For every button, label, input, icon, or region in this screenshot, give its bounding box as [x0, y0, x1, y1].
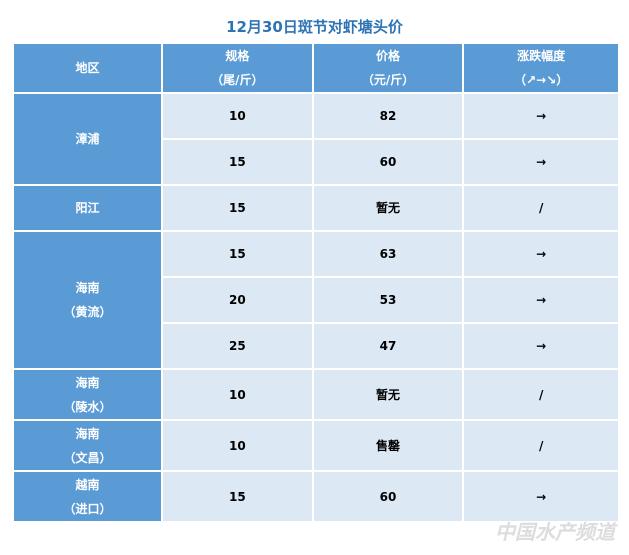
region-cell: 越南 （进口）	[12, 470, 163, 523]
data-cell: 20	[161, 276, 314, 324]
table-row: 25 47 →	[13, 322, 620, 370]
cell-line: （↗→↘）	[514, 73, 569, 87]
header-row: 地区 规格 （尾/斤） 价格 （元/斤） 涨跌幅度 （↗→↘）	[12, 42, 620, 94]
cell-line: （黄流）	[63, 305, 112, 319]
data-cell: 82	[311, 92, 465, 140]
data-cell: 暂无	[311, 184, 465, 232]
cell-line: 阳江	[75, 201, 100, 215]
data-cell: 10	[161, 92, 314, 140]
table-row: 阳江 15 暂无 /	[12, 184, 620, 232]
table-row: 20 53 →	[13, 276, 620, 324]
data-cell: 47	[311, 322, 465, 370]
data-cell: 60	[311, 138, 465, 186]
table-row: 漳浦 10 82 →	[12, 92, 620, 186]
data-cell: 15	[161, 138, 314, 186]
cell-line: （元/斤）	[361, 73, 415, 87]
data-cell: /	[462, 368, 620, 421]
region-cell: 海南 （黄流）	[12, 230, 163, 370]
cell-line: （陵水）	[63, 399, 112, 414]
header-cell: 规格 （尾/斤）	[161, 42, 314, 94]
cell-line: （进口）	[63, 501, 112, 516]
data-cell: →	[462, 322, 620, 370]
cell-line: 海南	[75, 426, 100, 441]
cell-line: 规格	[225, 49, 250, 63]
data-cell: →	[462, 138, 620, 186]
data-cell: 10	[161, 368, 314, 421]
data-cell: 15	[161, 470, 314, 523]
table-row: 海南 （黄流） 15 63 →	[12, 230, 620, 370]
cell-line: （尾/斤）	[211, 73, 264, 87]
header-cell: 涨跌幅度 （↗→↘）	[462, 42, 620, 94]
cell-line: 海南	[75, 281, 100, 295]
cell-line: 漳浦	[75, 132, 100, 146]
cell-line: 越南	[75, 477, 100, 492]
data-cell: 15	[161, 230, 314, 278]
region-cell: 漳浦	[12, 92, 163, 186]
cell-line: 价格	[376, 49, 401, 63]
data-cell: →	[462, 92, 620, 140]
data-cell: /	[462, 419, 620, 472]
price-table: 地区 规格 （尾/斤） 价格 （元/斤） 涨跌幅度 （↗→↘） 漳浦 10 82 → 15 60 → 阳江 1…	[12, 42, 620, 523]
data-cell: 53	[311, 276, 465, 324]
data-cell: 10	[161, 419, 314, 472]
data-cell: /	[462, 184, 620, 232]
data-cell: 暂无	[311, 368, 465, 421]
table-row: 海南 （陵水） 10 暂无 /	[12, 368, 620, 421]
data-cell: →	[462, 230, 620, 278]
cell-line: （文昌）	[63, 450, 112, 465]
header-cell: 价格 （元/斤）	[311, 42, 465, 94]
watermark: 中国水产频道	[495, 520, 615, 544]
table-row: 15 60 →	[13, 138, 620, 186]
data-cell: →	[462, 470, 620, 523]
data-cell: 15	[161, 184, 314, 232]
title: 12月30日斑节对虾塘头价	[226, 18, 403, 36]
table-row: 越南 （进口） 15 60 →	[12, 470, 620, 523]
data-cell: 63	[311, 230, 465, 278]
cell-line: 地区	[75, 61, 100, 75]
data-cell: 售罄	[311, 419, 465, 472]
data-cell: →	[462, 276, 620, 324]
data-cell: 25	[161, 322, 314, 370]
region-cell: 海南 （文昌）	[12, 419, 163, 472]
data-cell: 60	[311, 470, 465, 523]
region-cell: 阳江	[12, 184, 163, 232]
header-cell: 地区	[12, 42, 163, 94]
table-row: 海南 （文昌） 10 售罄 /	[12, 419, 620, 472]
cell-line: 海南	[75, 375, 100, 390]
cell-line: 涨跌幅度	[517, 49, 566, 63]
region-cell: 海南 （陵水）	[12, 368, 163, 421]
